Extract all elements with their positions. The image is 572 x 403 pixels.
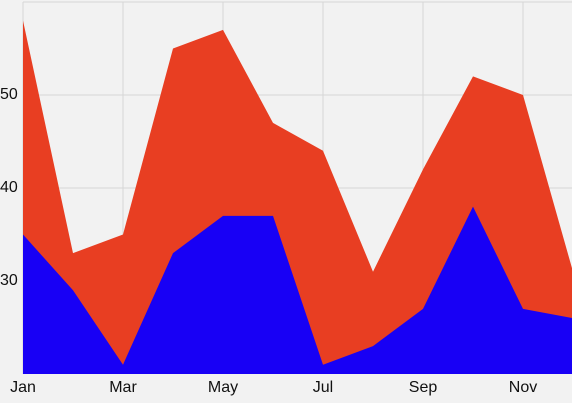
- x-tick-label: Mar: [109, 379, 137, 396]
- y-tick-label: 40: [0, 179, 18, 196]
- x-tick-label: Jan: [10, 379, 36, 396]
- area: [23, 206, 572, 374]
- x-tick-label: May: [208, 379, 238, 396]
- y-tick-label: 30: [0, 272, 18, 289]
- x-tick-label: Sep: [409, 379, 438, 396]
- x-tick-label: Nov: [509, 379, 537, 396]
- x-tick-label: Jul: [313, 379, 333, 396]
- y-tick-label: 50: [0, 86, 18, 103]
